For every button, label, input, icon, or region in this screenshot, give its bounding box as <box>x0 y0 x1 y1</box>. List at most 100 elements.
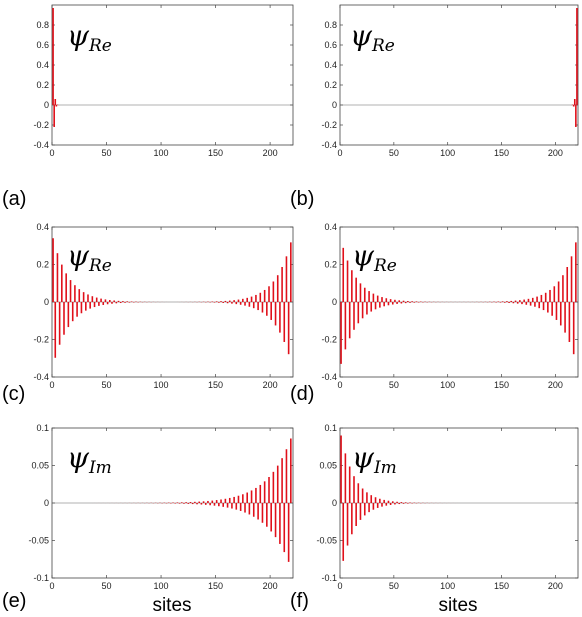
y-tick-label: -0.4 <box>321 372 337 382</box>
x-tick-label: 50 <box>389 581 399 591</box>
psi-annotation: ψRe <box>350 19 395 56</box>
y-tick-label: 0.05 <box>319 461 337 471</box>
y-tick-label: 0 <box>44 297 49 307</box>
x-tick-label: 100 <box>154 380 169 390</box>
y-tick-label: 0.2 <box>36 80 49 90</box>
y-tick-label: -0.05 <box>316 536 337 546</box>
x-tick-label: 200 <box>548 380 563 390</box>
chart-panel-e: -0.1 -0.05 0 0.05 0.1 0 50 100 150 200 ψIm (e) sites <box>2 423 294 616</box>
x-tick-label: 0 <box>49 148 54 158</box>
x-tick-label: 150 <box>494 581 509 591</box>
panel-label: (c) <box>2 383 25 405</box>
y-tick-label: -0.4 <box>321 140 337 150</box>
bar-series <box>570 8 578 127</box>
x-tick-label: 200 <box>263 380 278 390</box>
chart-panel-b: -0.4 -0.2 0 0.2 0.4 0.6 0.8 0 50 100 150 200 ψRe (b) <box>290 4 579 210</box>
chart-panel-f: -0.1 -0.05 0 0.05 0.1 0 50 100 150 200 ψIm (f) sites <box>290 423 579 616</box>
x-tick-label: 100 <box>440 380 455 390</box>
x-axis-label: sites <box>438 595 477 616</box>
y-tick-label: 0 <box>44 498 49 508</box>
psi-symbol: ψ <box>350 19 373 52</box>
y-tick-label: 0.2 <box>324 260 337 270</box>
panel-label: (b) <box>290 188 314 210</box>
panel-label: (d) <box>290 383 314 405</box>
bar-series <box>74 438 292 562</box>
y-tick-label: 0 <box>332 297 337 307</box>
x-axis-label: sites <box>152 595 191 616</box>
x-tick-label: 150 <box>208 581 223 591</box>
chart-panel-d: -0.4 -0.2 0 0.2 0.4 0 50 100 150 200 ψRe (d) <box>290 222 579 405</box>
panel-label: (e) <box>2 590 26 612</box>
psi-symbol: ψ <box>352 239 375 272</box>
y-tick-label: -0.4 <box>33 140 49 150</box>
x-tick-label: 200 <box>263 581 278 591</box>
psi-annotation: ψRe <box>67 19 112 56</box>
psi-annotation: ψIm <box>67 441 112 478</box>
y-tick-label: -0.05 <box>28 536 49 546</box>
x-tick-label: 50 <box>389 148 399 158</box>
chart-panel-c: -0.4 -0.2 0 0.2 0.4 0 50 100 150 200 ψRe (c) <box>2 222 294 405</box>
x-tick-label: 200 <box>548 148 563 158</box>
y-tick-label: -0.2 <box>321 120 337 130</box>
y-tick-label: 0.4 <box>324 60 337 70</box>
y-tick-label: -0.2 <box>33 335 49 345</box>
y-tick-label: 0.8 <box>36 20 49 30</box>
x-tick-label: 50 <box>389 380 399 390</box>
y-tick-label: 0.1 <box>36 423 49 433</box>
psi-annotation: ψRe <box>352 239 397 276</box>
psi-subscript: Im <box>88 458 112 478</box>
y-tick-label: -0.2 <box>33 120 49 130</box>
x-tick-label: 100 <box>440 581 455 591</box>
x-tick-label: 100 <box>154 581 169 591</box>
y-tick-label: 0.2 <box>36 260 49 270</box>
bar-series <box>52 8 60 127</box>
chart-panel-a: -0.4 -0.2 0 0.2 0.4 0.6 0.8 0 50 100 150 200 ψRe (a) <box>2 4 294 210</box>
psi-subscript: Im <box>373 458 397 478</box>
y-tick-label: 0.2 <box>324 80 337 90</box>
y-tick-label: -0.4 <box>33 372 49 382</box>
y-tick-label: -0.1 <box>321 573 337 583</box>
y-tick-label: 0.6 <box>36 40 49 50</box>
x-tick-label: 100 <box>440 148 455 158</box>
psi-annotation: ψIm <box>352 441 397 478</box>
y-tick-label: 0.4 <box>324 222 337 232</box>
y-tick-label: 0.8 <box>324 20 337 30</box>
psi-symbol: ψ <box>67 441 90 474</box>
x-tick-label: 200 <box>548 581 563 591</box>
x-tick-label: 0 <box>337 148 342 158</box>
psi-subscript: Re <box>88 36 112 56</box>
x-tick-label: 150 <box>208 380 223 390</box>
psi-subscript: Re <box>88 256 112 276</box>
x-tick-label: 0 <box>49 581 54 591</box>
y-tick-label: 0.05 <box>31 461 49 471</box>
bar-series <box>340 435 469 561</box>
panel-label: (f) <box>290 590 309 612</box>
y-tick-label: -0.1 <box>33 573 49 583</box>
x-tick-label: 100 <box>154 148 169 158</box>
psi-symbol: ψ <box>352 441 375 474</box>
y-tick-label: 0 <box>44 100 49 110</box>
y-tick-label: 0.4 <box>36 222 49 232</box>
psi-symbol: ψ <box>67 239 90 272</box>
psi-symbol: ψ <box>67 19 90 52</box>
psi-annotation: ψRe <box>67 239 112 276</box>
y-tick-label: 0.1 <box>324 423 337 433</box>
y-tick-label: 0 <box>332 498 337 508</box>
psi-subscript: Re <box>373 256 397 276</box>
y-tick-label: -0.2 <box>321 335 337 345</box>
bar-series <box>340 242 577 364</box>
bar-series <box>52 238 292 358</box>
x-tick-label: 50 <box>102 581 112 591</box>
y-tick-label: 0.6 <box>324 40 337 50</box>
y-tick-label: 0 <box>332 100 337 110</box>
x-tick-label: 200 <box>263 148 278 158</box>
x-tick-label: 0 <box>337 581 342 591</box>
x-tick-label: 50 <box>102 148 112 158</box>
x-tick-label: 150 <box>494 148 509 158</box>
x-tick-label: 150 <box>208 148 223 158</box>
x-tick-label: 150 <box>494 380 509 390</box>
x-tick-label: 50 <box>102 380 112 390</box>
panel-label: (a) <box>2 188 26 210</box>
x-tick-label: 0 <box>49 380 54 390</box>
